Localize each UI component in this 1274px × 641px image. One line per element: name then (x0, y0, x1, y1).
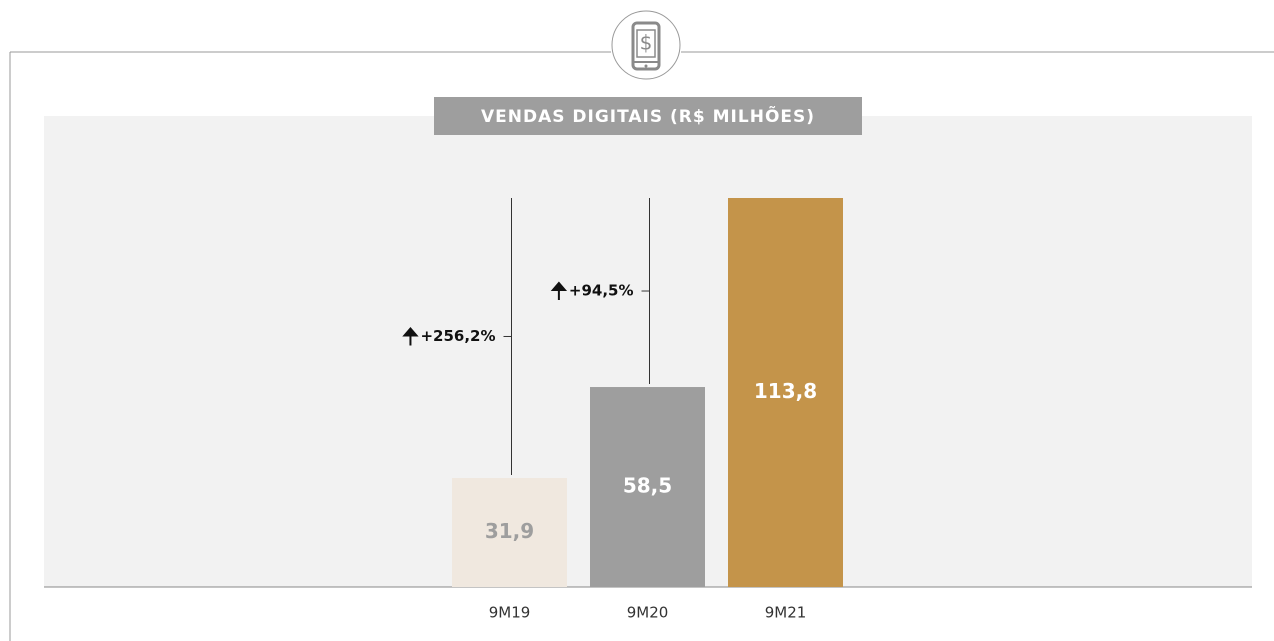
bar (452, 477, 567, 587)
bar (728, 198, 843, 587)
x-tick-label: 9M20 (627, 604, 669, 622)
chart-title: VENDAS DIGITAIS (R$ MILHÕES) (481, 104, 815, 127)
value-label: 113,8 (754, 379, 817, 403)
value-label: 58,5 (623, 474, 672, 498)
value-label: 31,9 (485, 519, 534, 543)
title-box (434, 97, 862, 135)
annotation-label: +256,2% (420, 327, 495, 345)
x-tick-label: 9M19 (489, 604, 531, 622)
annotation-arrow (402, 326, 419, 346)
annotation-arrow (550, 281, 568, 301)
x-tick-label: 9M21 (765, 604, 807, 622)
annotation-label: +94,5% (569, 282, 634, 300)
bar (590, 387, 705, 587)
icon: $ (611, 10, 681, 80)
svg-text:$: $ (640, 31, 653, 55)
